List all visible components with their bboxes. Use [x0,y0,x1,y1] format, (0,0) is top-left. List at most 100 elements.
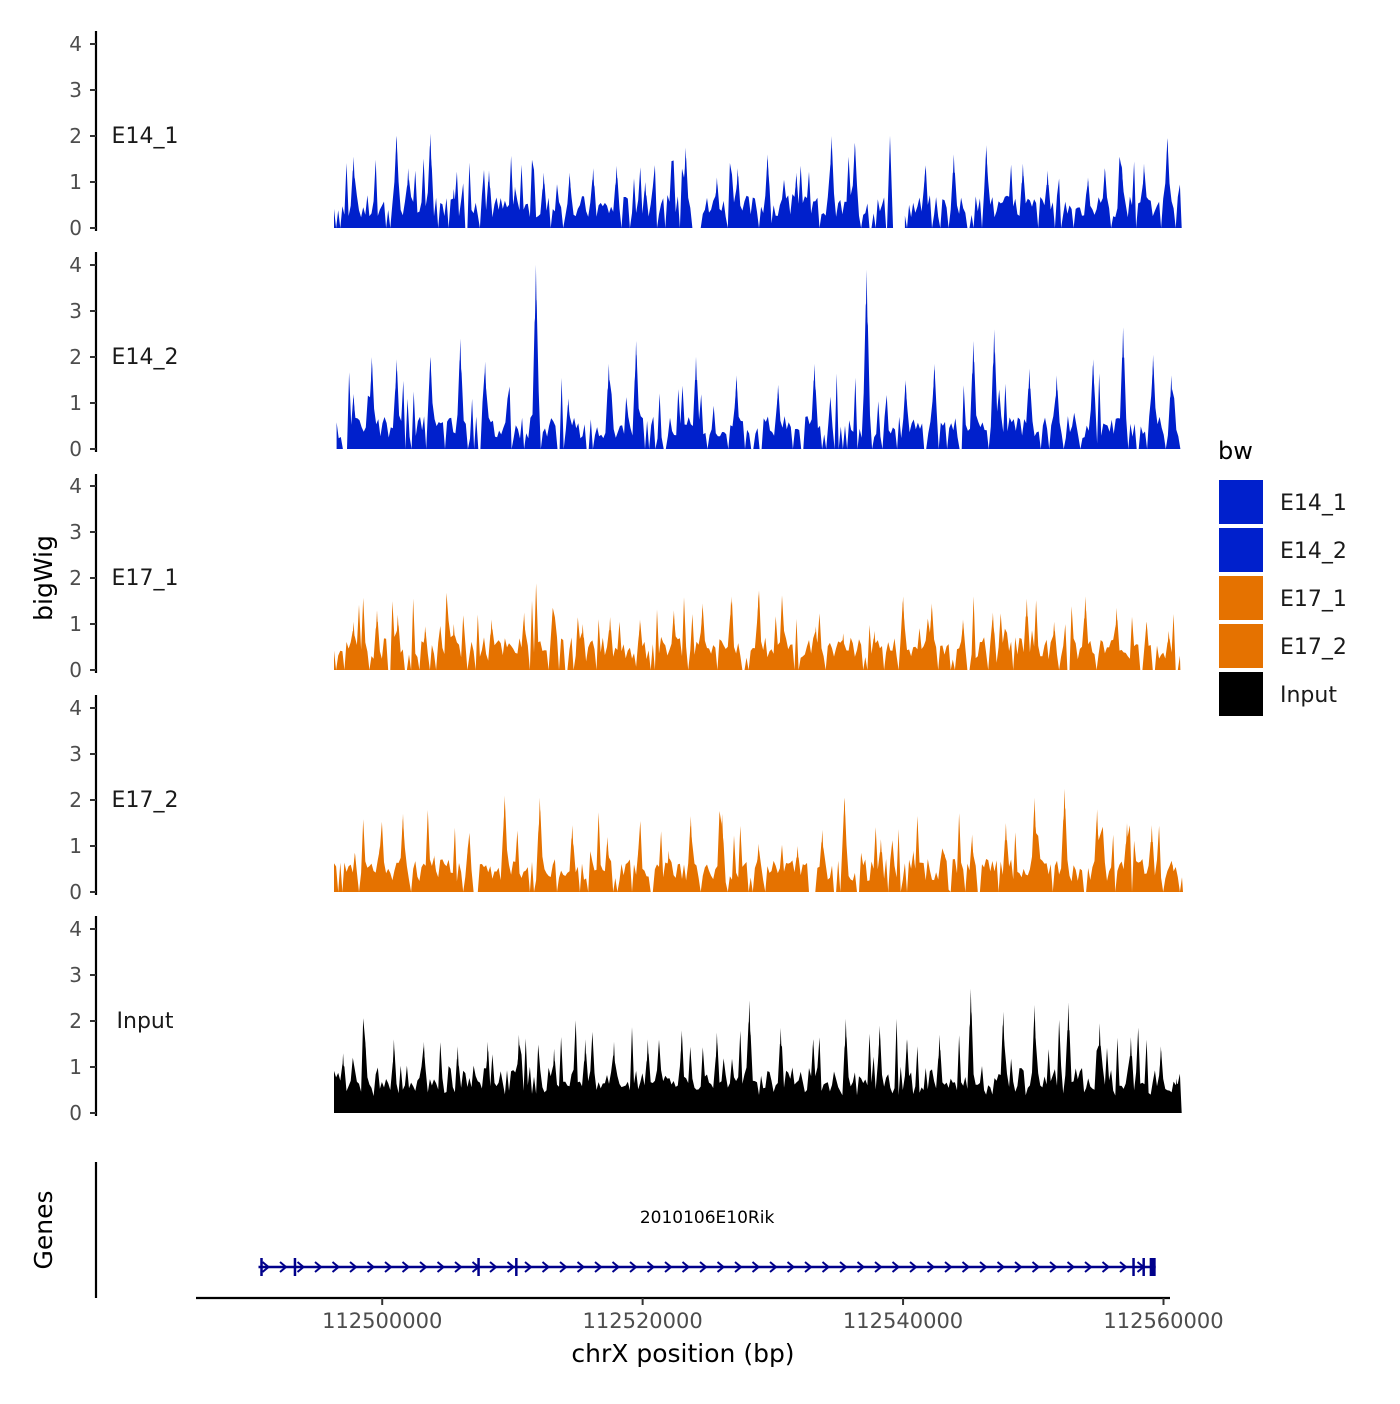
coverage-area-E14_1 [334,136,1182,228]
strand-arrow [489,1261,498,1273]
legend-item: E14_1 [1219,480,1347,524]
peak-mark [566,172,573,228]
peak-mark [819,829,826,892]
peak-mark [1061,788,1068,892]
y-tick-label: 0 [69,437,82,461]
y-tick-label: 2 [69,345,82,369]
peak-mark [350,393,357,449]
strand-arrow [366,1261,376,1273]
track-label: E17_2 [112,788,179,813]
peak-mark [950,154,957,228]
peak-mark [515,1034,522,1113]
peak-mark [777,1027,784,1113]
peak-mark [1002,823,1009,892]
strand-arrow [436,1261,446,1273]
peak-mark [983,145,990,228]
legend-swatch [1219,672,1263,716]
peak-mark [393,359,400,449]
peak-mark [512,186,519,228]
peak-mark [532,265,539,449]
peak-mark [713,177,720,228]
strand-arrow [1031,1261,1041,1273]
peak-mark [605,363,612,449]
peak-mark [644,1039,651,1113]
peak-mark [1031,1004,1038,1113]
peak-mark [755,594,762,670]
strand-arrow [839,1261,848,1273]
peak-mark [841,797,848,892]
peak-mark [637,619,644,670]
x-tick-label: 112520000 [583,1309,703,1333]
genes-axis-title: Genes [29,1190,58,1269]
strand-arrow [961,1261,971,1273]
strand-arrow [681,1261,691,1273]
y-tick-label: 4 [69,253,82,277]
gene-models: 2010106E10Rik [258,1208,1156,1276]
strand-arrow [559,1261,568,1273]
strand-arrow [1014,1261,1023,1273]
peak-mark [362,1041,369,1113]
y-tick-label: 4 [69,696,82,720]
legend-swatch [1219,576,1263,620]
y-tick-label: 1 [69,834,82,858]
x-tick-label: 112560000 [1103,1309,1223,1333]
peak-mark [1023,598,1030,670]
peak-mark [635,846,642,892]
peak-mark [427,133,434,228]
y-tick-label: 3 [69,299,82,323]
peak-mark [1118,163,1125,228]
strand-arrow [944,1261,953,1273]
peak-mark [1120,327,1127,449]
peak-mark [936,1034,943,1113]
peak-mark [390,1039,397,1113]
peak-mark [931,363,938,449]
peak-mark [1140,163,1147,228]
strand-arrow [1049,1261,1058,1273]
strand-arrow [349,1261,358,1273]
strand-arrow [699,1261,708,1273]
peak-mark [900,596,907,670]
strand-arrow [629,1261,638,1273]
peak-mark [613,165,620,228]
x-axis: 112500000 112520000 112540000 112560000 chr… [196,1296,1224,1368]
peak-mark [812,626,819,670]
x-tick-label: 112540000 [843,1309,963,1333]
peak-mark [604,836,611,892]
peak-mark [1084,177,1091,228]
peak-mark [728,596,735,670]
peak-mark [579,624,586,670]
peak-mark [1053,375,1060,449]
peak-mark [373,610,380,670]
strand-arrow [734,1261,743,1273]
peak-mark [1148,825,1155,892]
peak-mark [941,852,948,892]
peak-mark [1157,1046,1164,1113]
gene-name: 2010106E10Rik [640,1208,775,1228]
peak-mark [465,843,472,892]
peak-mark [368,357,375,449]
exon-block [1149,1258,1156,1276]
strand-arrow [401,1261,411,1273]
peak-mark [967,988,974,1113]
peak-mark [1026,368,1033,449]
peak-mark [811,363,818,449]
coverage-area-Input [334,1012,1182,1113]
peak-mark [877,839,884,892]
peak-mark [810,1039,817,1113]
legend-item: E14_2 [1219,528,1347,572]
peak-mark [450,188,457,228]
strand-arrow [506,1261,516,1273]
peak-mark [682,147,689,228]
peak-mark [1096,1023,1103,1113]
y-tick-label: 1 [69,1055,82,1079]
strand-arrow [1084,1261,1093,1273]
peak-mark [642,182,649,228]
peak-mark [482,361,489,449]
peak-mark [1127,1037,1134,1113]
peak-mark [887,136,894,228]
peak-mark [457,338,464,449]
y-tick-label: 1 [69,612,82,636]
peak-mark [1101,168,1108,228]
y-tick-label: 2 [69,566,82,590]
strand-arrow [646,1261,656,1273]
